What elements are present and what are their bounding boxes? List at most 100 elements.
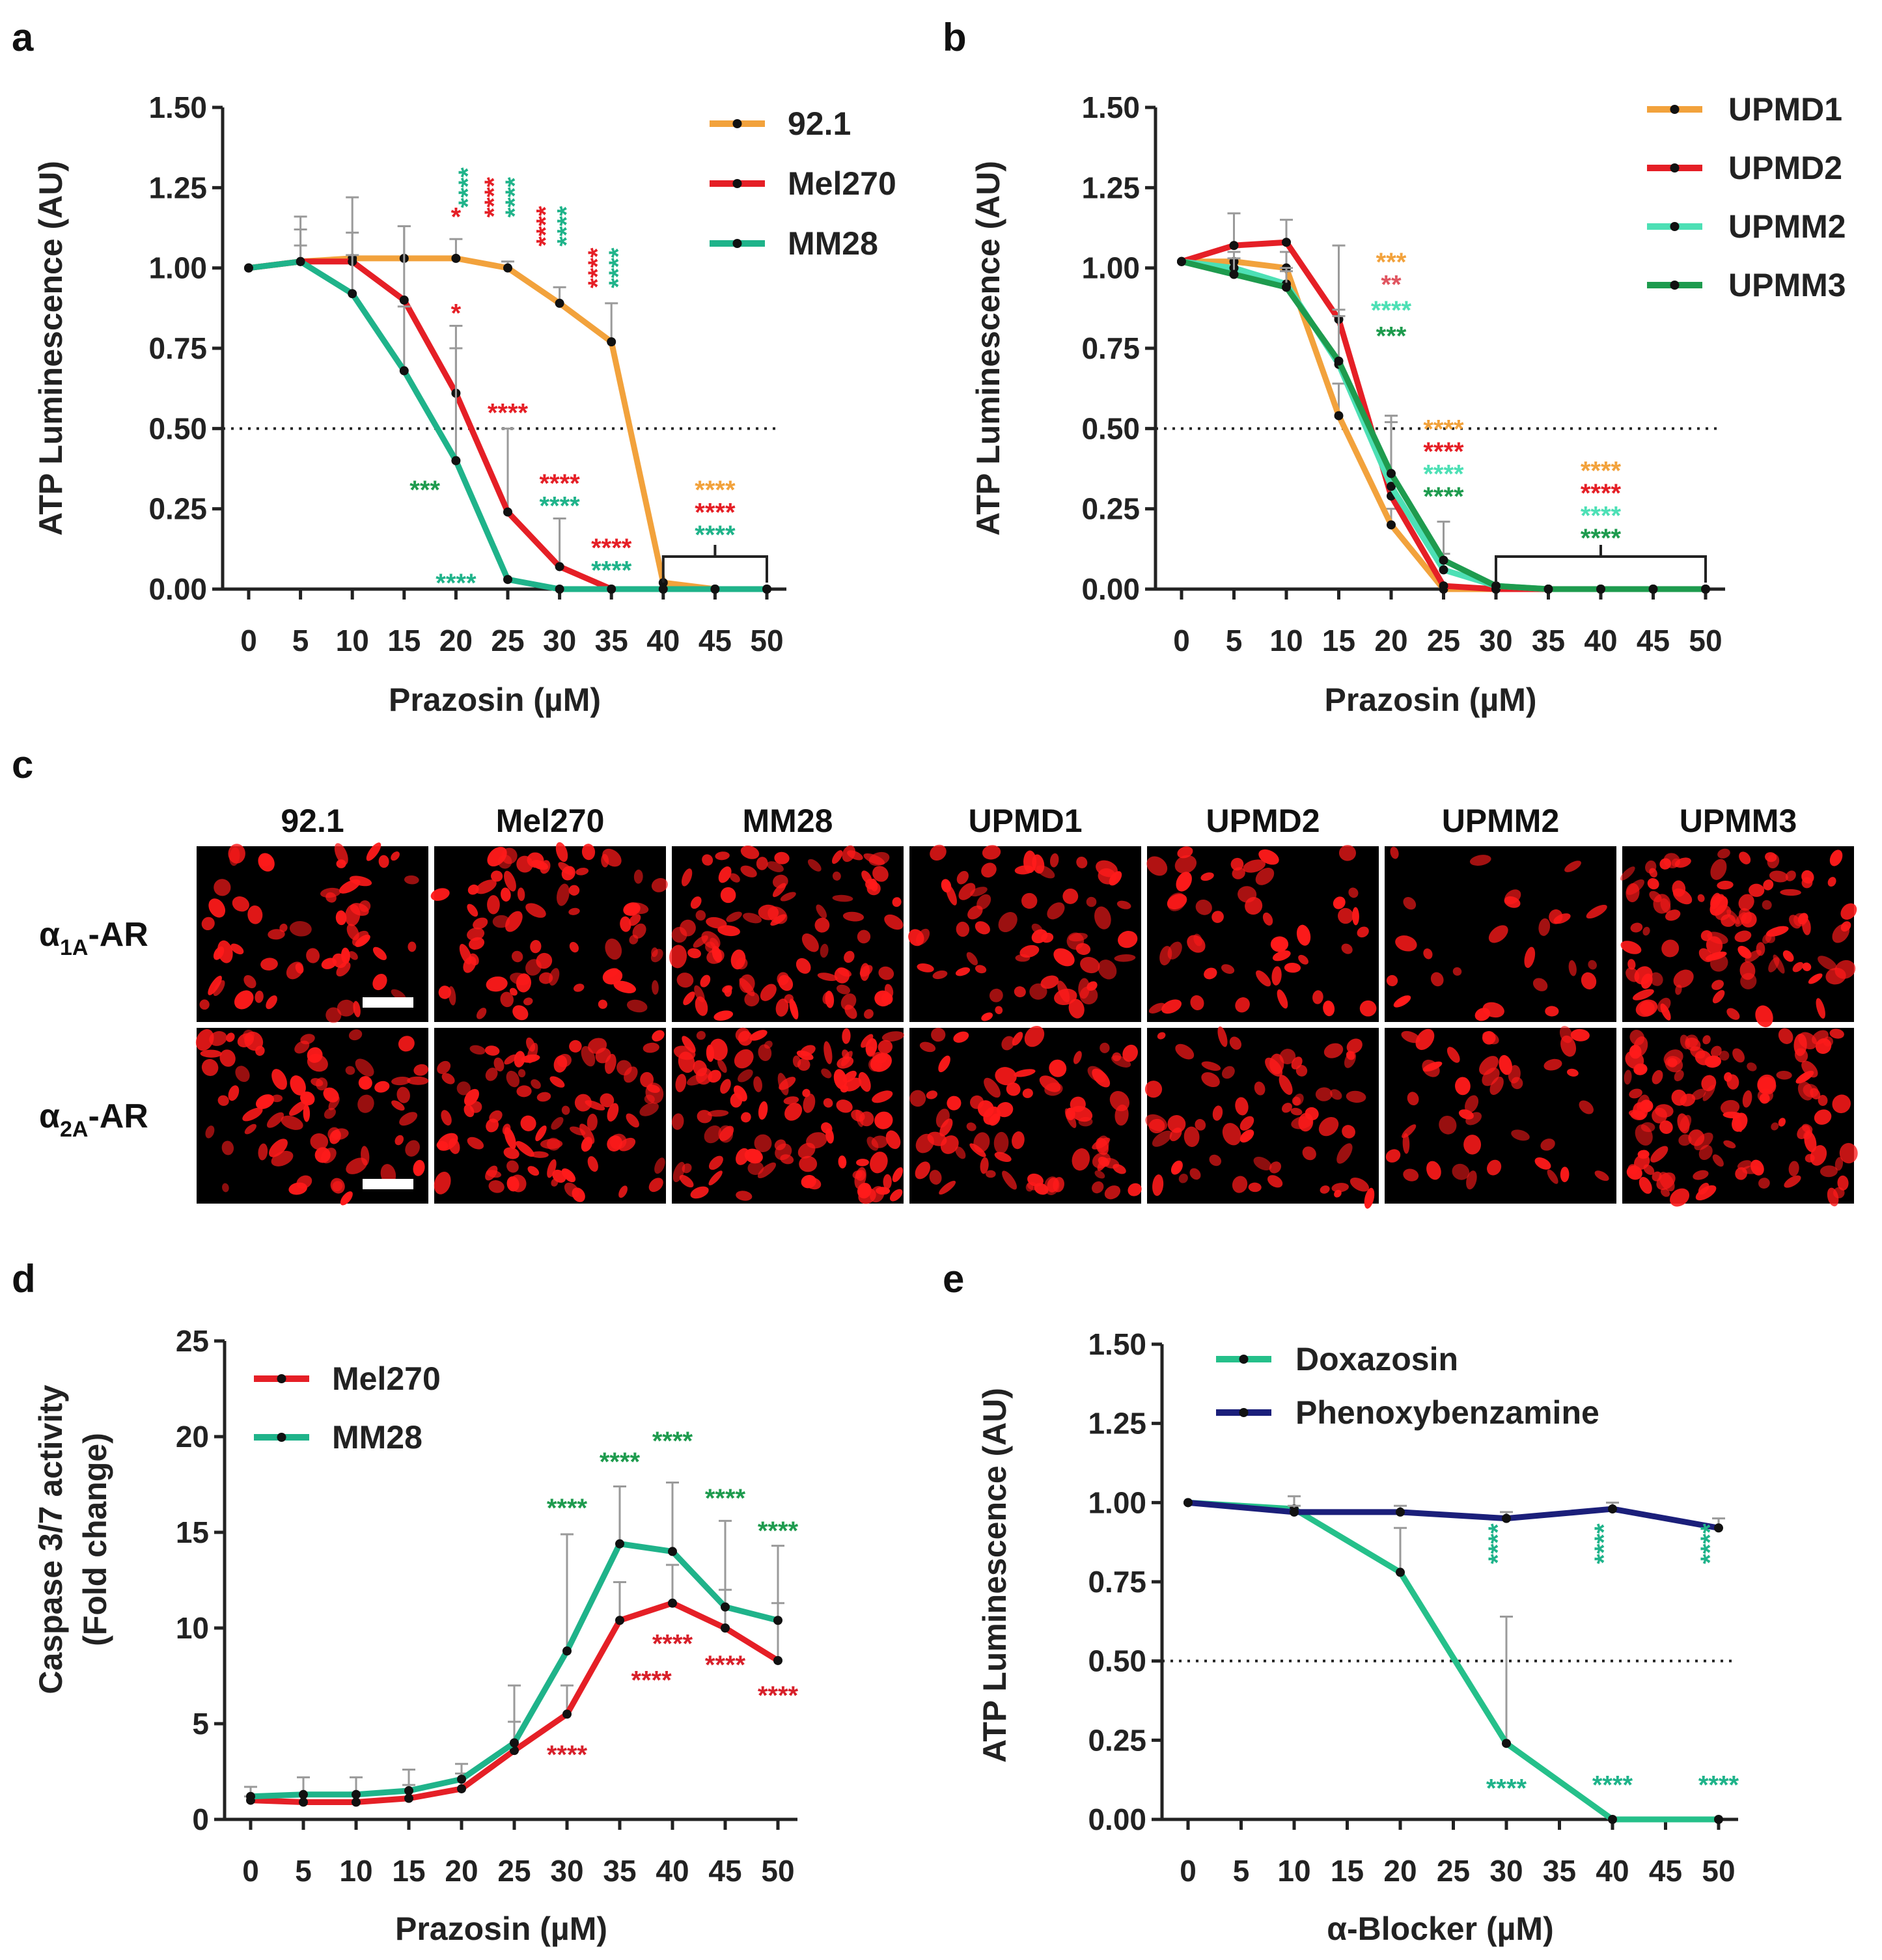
cell	[1818, 956, 1837, 971]
micrograph-tile	[669, 845, 904, 1022]
cell	[817, 973, 838, 982]
cell	[1832, 1094, 1851, 1114]
x-tick-label: 20	[445, 1854, 478, 1888]
cell	[1726, 1074, 1739, 1090]
cell	[872, 1051, 887, 1064]
cell	[844, 950, 855, 963]
legend-label: Phenoxybenzamine	[1295, 1394, 1599, 1431]
cell	[1560, 1035, 1577, 1057]
cell	[1015, 954, 1031, 962]
cell	[976, 894, 991, 910]
data-point	[1491, 581, 1501, 591]
cell	[607, 1103, 619, 1122]
legend-marker	[732, 239, 742, 248]
cell	[538, 972, 553, 984]
cell	[1785, 870, 1796, 881]
cell	[708, 1070, 721, 1083]
cell	[857, 930, 871, 944]
cell	[1784, 1175, 1801, 1188]
cell	[909, 1090, 926, 1107]
cell	[525, 959, 542, 976]
cell	[258, 853, 272, 867]
cell	[1624, 1070, 1632, 1085]
significance-stars: ****	[552, 206, 581, 247]
cell	[743, 913, 762, 924]
cell	[996, 1102, 1014, 1118]
cell	[1639, 1176, 1652, 1194]
row-label: α2A-AR	[39, 1097, 148, 1142]
micrograph-tile	[1385, 846, 1616, 1022]
cell	[1080, 956, 1100, 974]
cell	[866, 881, 881, 896]
cell	[605, 1054, 616, 1074]
cell	[717, 925, 740, 937]
cell	[1323, 1043, 1344, 1058]
cell	[489, 1110, 503, 1123]
cell	[820, 943, 829, 958]
significance-stars: ****	[480, 177, 508, 218]
cell	[1840, 903, 1857, 920]
chart-d: 0 5 10 15 20 25 0 5 10 15 20 25 30 35 40 45 50 Prazosin (…	[33, 1324, 799, 1947]
cell	[1346, 1090, 1366, 1103]
cell	[823, 1041, 833, 1064]
cell	[816, 904, 827, 918]
cell	[516, 855, 533, 873]
cell	[511, 950, 523, 963]
cell	[1269, 1161, 1282, 1174]
cell	[1474, 1008, 1491, 1021]
significance-stars: ****	[604, 247, 633, 288]
cell	[1629, 1088, 1642, 1099]
cell	[549, 1076, 565, 1088]
y-tick-label: 1.50	[148, 90, 207, 124]
column-label: Mel270	[496, 803, 605, 839]
cell	[1407, 1092, 1419, 1106]
cell	[995, 1006, 1003, 1014]
cell	[1464, 1095, 1479, 1113]
cell	[355, 1058, 374, 1077]
y-tick-label: 1.25	[1088, 1407, 1146, 1441]
data-point	[1396, 1507, 1405, 1517]
x-tick-label: 0	[242, 1854, 259, 1888]
data-point	[1701, 585, 1710, 594]
scale-bar	[363, 1179, 413, 1189]
cell	[680, 919, 696, 937]
cell	[569, 1126, 586, 1136]
cell	[1694, 1132, 1713, 1151]
cell	[1726, 1008, 1740, 1020]
cell	[1201, 1072, 1220, 1088]
cell	[600, 1093, 615, 1108]
cell	[613, 980, 637, 993]
cell	[768, 906, 788, 924]
data-point	[457, 1784, 466, 1793]
cell	[1293, 1094, 1304, 1106]
cell	[232, 896, 249, 912]
cell	[484, 1045, 500, 1056]
cell	[1810, 1088, 1821, 1099]
significance-stars: ****	[695, 521, 736, 549]
x-tick-label: 40	[656, 1854, 689, 1888]
cell	[1430, 972, 1444, 987]
x-tick-label: 40	[646, 624, 680, 657]
cell	[1087, 1066, 1106, 1083]
cell	[504, 1127, 516, 1150]
cell	[1248, 1182, 1262, 1193]
cell	[690, 1186, 709, 1199]
cell	[823, 1097, 833, 1108]
cell	[1543, 1058, 1562, 1071]
cell	[1348, 887, 1359, 898]
cell	[628, 914, 641, 926]
cell	[561, 1105, 570, 1115]
cell	[1255, 868, 1275, 885]
cell	[1710, 1045, 1722, 1057]
data-point	[1282, 238, 1291, 247]
cell	[707, 1110, 729, 1117]
cell	[736, 1191, 753, 1201]
cell	[1320, 1185, 1330, 1194]
cell	[405, 1140, 420, 1157]
cell	[803, 1093, 816, 1113]
legend-marker	[732, 119, 742, 128]
chart-e: 0.00 0.25 0.50 0.75 1.00 1.25 1.50 0 5 10 15 20 25 30…	[976, 1327, 1739, 1947]
cell	[1792, 961, 1804, 973]
cell	[1072, 1148, 1090, 1171]
x-tick-label: 40	[1596, 1854, 1629, 1888]
